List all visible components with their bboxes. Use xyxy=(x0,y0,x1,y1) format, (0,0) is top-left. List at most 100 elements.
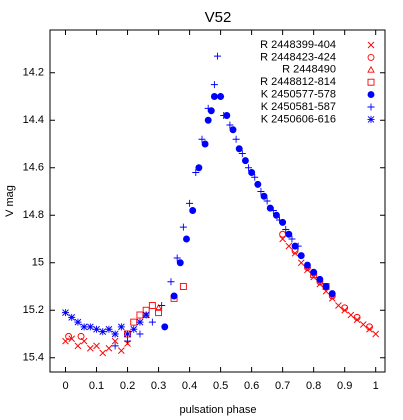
data-point xyxy=(347,311,355,319)
data-point xyxy=(74,318,82,326)
legend-marker xyxy=(367,78,375,86)
data-point xyxy=(99,328,107,336)
data-point xyxy=(341,306,348,314)
data-point xyxy=(291,249,299,257)
data-point xyxy=(77,332,85,340)
data-point xyxy=(148,302,156,309)
data-point xyxy=(353,316,361,324)
data-point xyxy=(285,242,293,250)
data-point xyxy=(260,192,268,200)
legend-label: K 2450577-578 xyxy=(261,89,336,101)
data-point xyxy=(136,330,144,338)
data-point xyxy=(251,173,259,181)
data-point xyxy=(173,254,181,262)
data-point xyxy=(254,180,262,188)
y-tick-label: 14.6 xyxy=(23,162,44,174)
data-point xyxy=(74,342,82,350)
data-point xyxy=(341,304,349,312)
x-tick-label: 0.9 xyxy=(337,380,352,392)
data-point xyxy=(220,112,228,119)
data-point xyxy=(161,323,169,331)
x-tick-label: 0.7 xyxy=(275,380,290,392)
data-point xyxy=(68,335,76,343)
legend-label: K 2450581-587 xyxy=(261,101,336,113)
data-point xyxy=(105,344,113,352)
data-point xyxy=(282,226,290,233)
data-point xyxy=(136,318,144,326)
data-point xyxy=(117,323,125,331)
data-point xyxy=(285,230,293,238)
y-tick-label: 14.8 xyxy=(23,209,44,221)
data-point xyxy=(65,332,73,340)
data-point xyxy=(210,93,218,100)
data-point xyxy=(217,93,225,100)
x-tick-label: 0.3 xyxy=(151,380,166,392)
data-point xyxy=(288,235,296,243)
data-point xyxy=(167,278,175,286)
data-point xyxy=(269,207,277,214)
data-point xyxy=(359,321,367,328)
data-point xyxy=(372,330,380,338)
data-point xyxy=(62,309,70,317)
data-point xyxy=(124,337,132,345)
x-tick-label: 0.4 xyxy=(182,380,197,392)
chart-title: V52 xyxy=(205,9,232,26)
data-point xyxy=(195,164,203,172)
legend-marker xyxy=(367,115,375,123)
data-point xyxy=(297,259,305,267)
data-point xyxy=(366,325,373,333)
data-point xyxy=(198,135,206,143)
data-point xyxy=(130,318,138,326)
data-point xyxy=(158,302,166,309)
x-tick-label: 0.6 xyxy=(244,380,259,392)
x-tick-label: 0.1 xyxy=(89,380,104,392)
legend-label: K 2450606-616 xyxy=(261,113,336,125)
data-point xyxy=(87,344,94,352)
legend-label: R 2448423-424 xyxy=(260,51,336,63)
x-tick-label: 0 xyxy=(62,380,68,392)
x-axis-label: pulsation phase xyxy=(179,404,256,416)
legend-marker xyxy=(367,91,375,99)
y-tick-label: 15.2 xyxy=(23,304,44,316)
data-point xyxy=(192,169,200,176)
x-tick-label: 0.8 xyxy=(306,380,321,392)
data-point xyxy=(322,283,330,290)
data-point xyxy=(111,330,119,338)
data-point xyxy=(176,259,184,267)
data-point xyxy=(86,323,94,331)
data-point xyxy=(155,309,163,317)
data-point xyxy=(310,268,318,276)
data-point xyxy=(179,223,187,231)
data-point xyxy=(316,275,324,283)
legend-marker xyxy=(367,41,375,49)
legend-label: R 2448812-814 xyxy=(260,76,336,88)
data-point xyxy=(80,323,88,331)
data-point xyxy=(142,311,150,319)
data-point xyxy=(93,325,101,333)
data-point xyxy=(353,313,361,321)
data-point xyxy=(154,303,163,311)
y-tick-label: 15 xyxy=(32,257,44,269)
data-point xyxy=(232,135,240,143)
data-point xyxy=(136,311,144,319)
data-point xyxy=(99,349,107,357)
y-tick-label: 14.2 xyxy=(23,67,44,79)
data-point xyxy=(245,164,253,172)
data-point xyxy=(248,169,256,176)
y-tick-label: 15.4 xyxy=(23,352,44,364)
data-point xyxy=(204,116,212,124)
data-point xyxy=(304,261,311,269)
data-point xyxy=(170,292,178,300)
legend-label: R 2448399-404 xyxy=(260,39,336,51)
data-point xyxy=(263,197,271,205)
legend-marker xyxy=(367,103,375,111)
legend-label: R 2448490 xyxy=(282,64,336,76)
data-point xyxy=(204,104,212,112)
data-point xyxy=(294,242,302,250)
data-point xyxy=(276,216,284,224)
x-tick-label: 0.5 xyxy=(213,380,228,392)
data-point xyxy=(241,157,249,165)
data-point xyxy=(189,207,197,214)
x-tick-label: 1 xyxy=(373,380,379,392)
